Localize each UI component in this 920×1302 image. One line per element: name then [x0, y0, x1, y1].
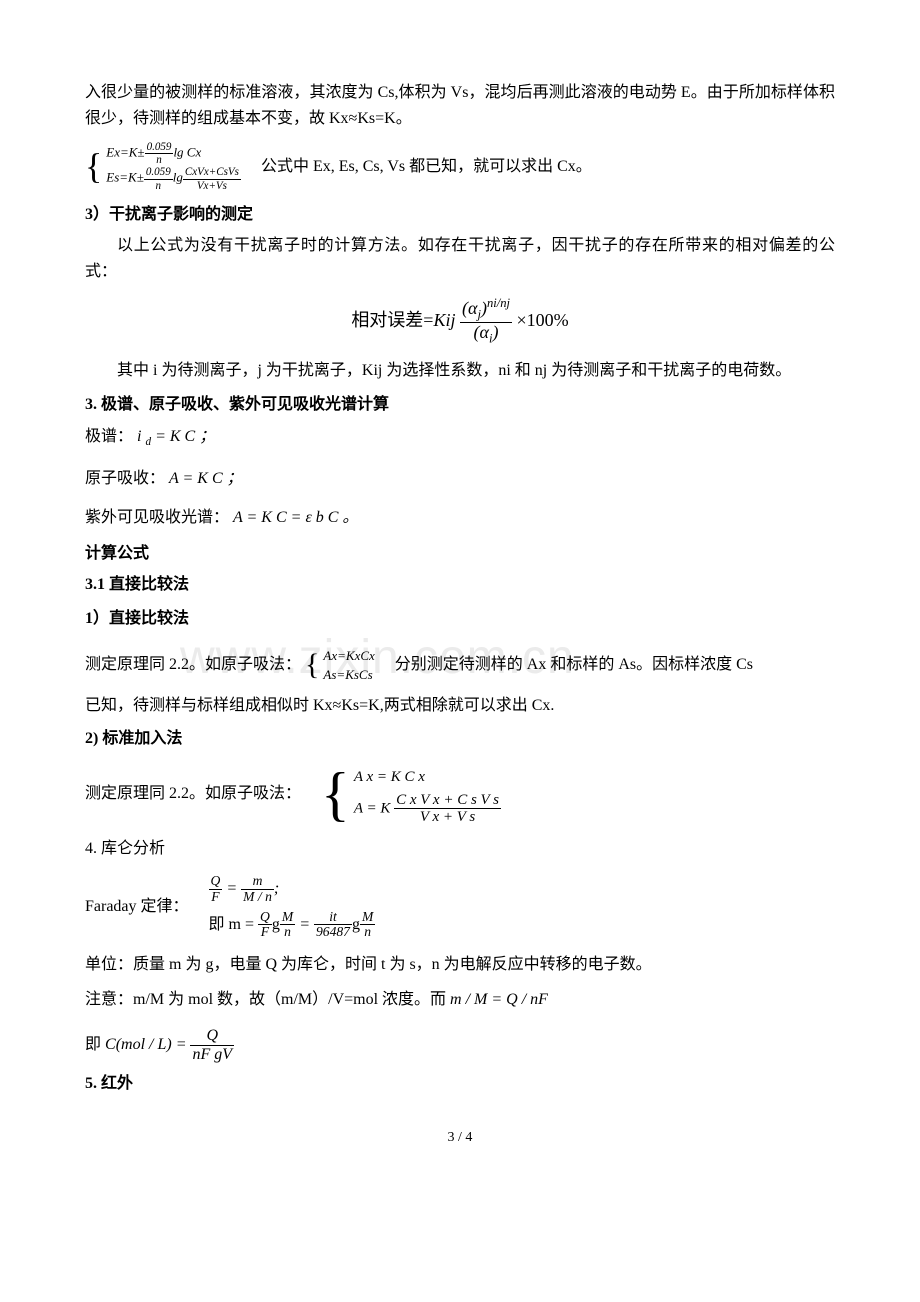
faraday-law: Faraday 定律： QF = mM / n; 即 m = QFgMn = i…	[85, 871, 835, 941]
fraction-den: )	[492, 322, 498, 342]
fraction-num: Q	[190, 1027, 234, 1046]
brace-icon: {	[305, 650, 319, 680]
fraction-den: 96487	[314, 925, 352, 940]
heading-coulometry: 4. 库仑分析	[85, 836, 835, 862]
paragraph-direct-comparison-end: 已知，待测样与标样组成相似时 Kx≈Ks=K,两式相除就可以求出 Cx.	[85, 693, 835, 719]
heading-direct-comparison: 3.1 直接比较法	[85, 572, 835, 598]
heading-calculation: 3. 极谱、原子吸收、紫外可见吸收光谱计算	[85, 392, 835, 418]
formula-text: A = K C = ε b C 。	[233, 509, 358, 526]
formula-text: g	[272, 916, 280, 933]
brace-icon: {	[85, 148, 102, 184]
formula-text: Ex=K±	[106, 145, 144, 160]
paragraph-text: 注意：m/M 为 mol 数，故（m/M）/V=mol 浓度。而	[85, 991, 450, 1008]
formula-text: Es=K±	[106, 170, 144, 185]
paragraph-text: 即	[85, 1036, 105, 1053]
heading-interference: 3）干扰离子影响的测定	[85, 202, 835, 228]
formula-concentration: 即 C(mol / L) = QnF gV	[85, 1027, 835, 1063]
formula-text: As=KsCs	[323, 665, 374, 685]
fraction-den: Vx+Vs	[183, 180, 241, 192]
paragraph-direct-comparison: 测定原理同 2.2。如原子吸法： { Ax=KxCx As=KsCs 分别测定待…	[85, 646, 835, 685]
line-label: 原子吸收：	[85, 470, 165, 487]
formula-standard-addition: 测定原理同 2.2。如原子吸法： { A x = K C x A = K C x…	[85, 762, 835, 826]
heading-standard-addition: 2) 标准加入法	[85, 726, 835, 752]
fraction-den: n	[360, 925, 375, 940]
brace-content: Ex=K±0.059nlg Cx Es=K±0.059nlgCxVx+CsVsV…	[106, 141, 241, 192]
fraction-num: it	[314, 910, 352, 926]
line-polarography: 极谱： i d = K C ；	[85, 424, 835, 452]
fraction-den: n	[145, 154, 174, 166]
line-label: 紫外可见吸收光谱：	[85, 509, 229, 526]
fraction-den: n	[144, 180, 173, 192]
formula-var: Kij	[433, 310, 455, 330]
paragraph-text: 分别测定待测样的 Ax 和标样的 As。因标样浓度 Cs	[395, 656, 753, 673]
fraction-den: (α	[474, 322, 489, 342]
brace-icon: {	[321, 764, 350, 824]
superscript: ni/nj	[487, 296, 510, 310]
formula-text: ;	[274, 880, 279, 897]
heading-infrared: 5. 红外	[85, 1071, 835, 1097]
fraction-num: C x V x + C s V s	[394, 792, 501, 810]
fraction-num: Q	[209, 874, 223, 890]
page-number: 3 / 4	[85, 1127, 835, 1149]
fraction-den: V x + V s	[394, 809, 501, 826]
paragraph-intro: 入很少量的被测样的标准溶液，其浓度为 Cs,体积为 Vs，混均后再测此溶液的电动…	[85, 80, 835, 131]
formula-text: = K C ；	[151, 428, 215, 445]
line-atomic: 原子吸收： A = K C ；	[85, 466, 835, 492]
fraction-num: (α	[462, 298, 477, 318]
paragraph-explanation: 其中 i 为待测离子，j 为干扰离子，Kij 为选择性系数，ni 和 nj 为待…	[85, 358, 835, 384]
formula-text: lg	[173, 170, 183, 185]
formula-relative-error: 相对误差=Kij (αj)ni/nj (αi) ×100%	[85, 297, 835, 347]
heading-direct-1: 1）直接比较法	[85, 606, 835, 632]
paragraph-units: 单位：质量 m 为 g，电量 Q 为库仑，时间 t 为 s，n 为电解反应中转移…	[85, 952, 835, 978]
formula-text: lg Cx	[173, 145, 201, 160]
line-label: 极谱：	[85, 428, 133, 445]
fraction-num: CxVx+CsVs	[183, 166, 241, 179]
formula-text: 即 m =	[209, 916, 258, 933]
formula-text: m / M = Q / nF	[450, 991, 548, 1008]
formula-text: A x = K C x	[354, 762, 501, 792]
fraction-den: F	[258, 925, 272, 940]
formula-explanation: 公式中 Ex, Es, Cs, Vs 都已知，就可以求出 Cx。	[261, 154, 592, 180]
fraction-den: n	[280, 925, 295, 940]
formula-label: 相对误差=	[351, 310, 433, 330]
formula-text: Ax=KxCx	[323, 646, 374, 666]
brace-content: Ax=KxCx As=KsCs	[323, 646, 374, 685]
fraction-num: 0.059	[144, 166, 173, 179]
formula-text: A = K C ；	[169, 470, 243, 487]
line-uv: 紫外可见吸收光谱： A = K C = ε b C 。	[85, 505, 835, 531]
formula-text: =	[295, 916, 314, 933]
formula-text: =	[222, 880, 241, 897]
fraction-den: M / n	[241, 890, 274, 905]
formula-text: g	[352, 916, 360, 933]
formula-text: ×100%	[517, 310, 569, 330]
fraction-num: 0.059	[145, 141, 174, 154]
fraction-num: Q	[258, 910, 272, 926]
heading-formula: 计算公式	[85, 541, 835, 567]
paragraph-text: 测定原理同 2.2。如原子吸法：	[85, 781, 301, 807]
paragraph-text: 测定原理同 2.2。如原子吸法：	[85, 656, 301, 673]
fraction-den: nF gV	[190, 1046, 234, 1064]
fraction-den: F	[209, 890, 223, 905]
faraday-label: Faraday 定律：	[85, 894, 189, 920]
paragraph-interference: 以上公式为没有干扰离子时的计算方法。如存在干扰离子，因干扰子的存在所带来的相对偏…	[85, 233, 835, 284]
fraction-num: m	[241, 874, 274, 890]
paragraph-note: 注意：m/M 为 mol 数，故（m/M）/V=mol 浓度。而 m / M =…	[85, 987, 835, 1013]
fraction-num: M	[360, 910, 375, 926]
fraction-num: M	[280, 910, 295, 926]
formula-text: A = K	[354, 800, 394, 816]
formula-system-1: { Ex=K±0.059nlg Cx Es=K±0.059nlgCxVx+CsV…	[85, 141, 835, 192]
formula-text: C(mol / L) =	[105, 1036, 190, 1053]
brace-content: A x = K C x A = K C x V x + C s V s V x …	[354, 762, 501, 826]
